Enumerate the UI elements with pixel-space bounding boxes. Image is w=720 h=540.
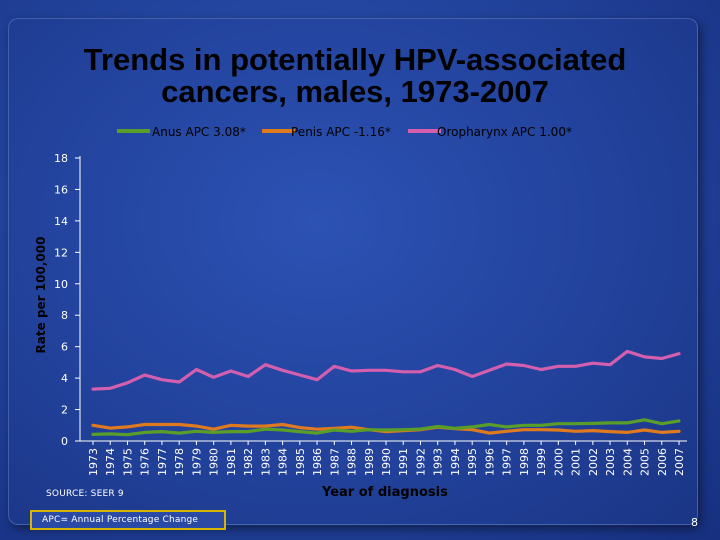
x-tick-label: 1999	[535, 448, 548, 476]
title-line-2: cancers, males, 1973-2007	[161, 74, 549, 109]
legend-label-oropharynx: Oropharynx APC 1.00*	[437, 125, 572, 139]
x-tick-label: 1984	[277, 448, 290, 476]
x-tick-label: 2005	[639, 448, 652, 476]
x-tick-label: 1986	[311, 448, 324, 476]
x-tick-label: 1981	[225, 448, 238, 476]
source-note: SOURCE: SEER 9	[46, 489, 124, 499]
x-tick-label: 1991	[397, 448, 410, 476]
x-tick-label: 1980	[208, 448, 221, 476]
y-tick-label: 18	[54, 152, 68, 165]
series-line-oropharynx	[91, 349, 681, 391]
x-axis-title: Year of diagnosis	[322, 485, 448, 500]
x-tick-label: 1990	[380, 448, 393, 476]
y-axis-title: Rate per 100,000	[34, 237, 48, 354]
page-number: 8	[691, 516, 698, 529]
x-tick-label: 2001	[570, 448, 583, 476]
x-tick-label: 1973	[87, 448, 100, 476]
y-tick-label: 0	[61, 435, 68, 448]
x-tick-label: 1997	[501, 448, 514, 476]
x-tick-label: 1988	[346, 448, 359, 476]
x-tick-label: 2000	[552, 448, 565, 476]
y-tick-label: 16	[54, 183, 68, 196]
x-tick-label: 1993	[432, 448, 445, 476]
x-tick-label: 1976	[139, 448, 152, 476]
x-tick-label: 2004	[621, 448, 634, 476]
x-tick-label: 1983	[259, 448, 272, 476]
chart-title: Trends in potentially HPV-associated can…	[40, 44, 670, 108]
y-tick-label: 6	[61, 341, 68, 354]
x-tick-label: 1974	[104, 448, 117, 476]
x-tick-label: 2007	[673, 448, 686, 476]
x-tick-label: 1978	[173, 448, 186, 476]
series-line-anus	[91, 418, 681, 437]
x-tick-label: 2002	[587, 448, 600, 476]
x-tick-label: 1979	[190, 448, 203, 476]
x-tick-label: 1987	[328, 448, 341, 476]
x-tick-label: 1992	[414, 448, 427, 476]
x-tick-label: 1977	[156, 448, 169, 476]
y-tick-label: 2	[61, 404, 68, 417]
y-tick-label: 14	[54, 215, 68, 228]
y-tick-label: 8	[61, 309, 68, 322]
x-tick-label: 2003	[604, 448, 617, 476]
x-tick-label: 1995	[466, 448, 479, 476]
legend-label-penis: Penis APC -1.16*	[291, 125, 391, 139]
x-tick-label: 1998	[518, 448, 531, 476]
y-tick-label: 12	[54, 246, 68, 259]
x-tick-label: 1996	[483, 448, 496, 476]
x-tick-label: 1994	[449, 448, 462, 476]
title-line-1: Trends in potentially HPV-associated	[83, 42, 627, 77]
x-tick-label: 2006	[656, 448, 669, 476]
y-tick-label: 4	[61, 372, 68, 385]
apc-note-box: APC= Annual Percentage Change	[30, 510, 226, 530]
legend-label-anus: Anus APC 3.08*	[152, 125, 246, 139]
x-tick-label: 1975	[121, 448, 134, 476]
x-tick-label: 1985	[294, 448, 307, 476]
x-tick-label: 1982	[242, 448, 255, 476]
x-tick-label: 1989	[363, 448, 376, 476]
y-tick-label: 10	[54, 278, 68, 291]
